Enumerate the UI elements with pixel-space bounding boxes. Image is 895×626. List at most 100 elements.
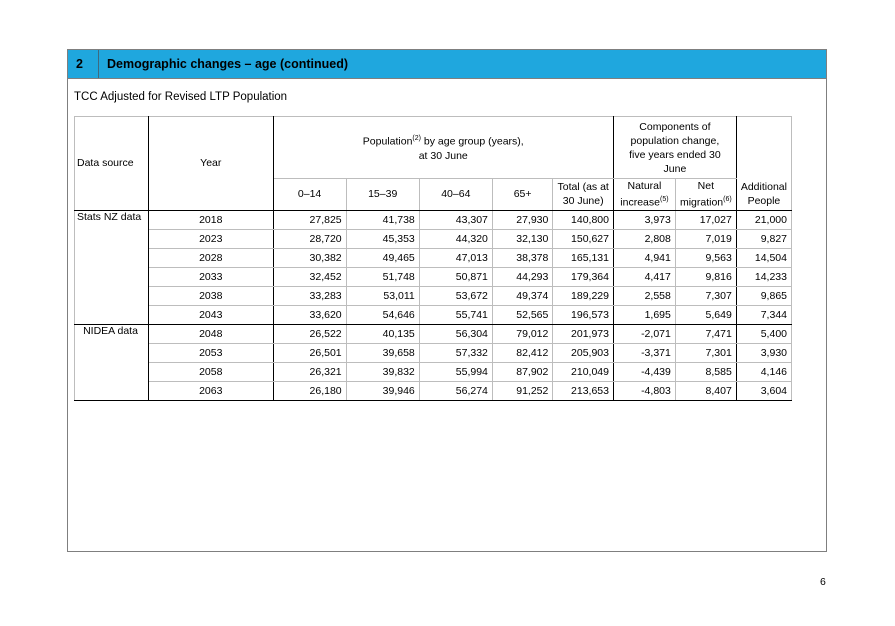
natural-increase-cell: 3,973	[612, 209, 676, 230]
total-cell: 179,364	[552, 266, 614, 287]
year-cell: 2058	[148, 361, 274, 382]
age-40-64-cell: 56,274	[418, 380, 493, 401]
year-cell: 2063	[148, 380, 274, 401]
natural-increase-cell: 2,808	[612, 228, 676, 249]
age-65-plus-cell: 27,930	[491, 209, 554, 230]
population-label-rest: by age group (years),	[420, 135, 524, 148]
total-cell: 150,627	[552, 228, 614, 249]
age-0-14-cell: 33,620	[272, 304, 347, 325]
natural-increase-cell: -4,439	[612, 361, 676, 382]
age-40-64-cell: 50,871	[418, 266, 493, 287]
year-cell: 2023	[148, 228, 274, 249]
total-cell: 213,653	[552, 380, 614, 401]
age-0-14-cell: 30,382	[272, 247, 347, 268]
header-additional-line1: Additional	[740, 181, 787, 193]
header-net-line2: migration	[679, 196, 724, 209]
net-migration-cell: 7,471	[674, 323, 737, 344]
age-40-64-cell: 53,672	[418, 285, 493, 306]
total-cell: 189,229	[552, 285, 614, 306]
total-cell: 140,800	[552, 209, 614, 230]
natural-increase-cell: 1,695	[612, 304, 676, 325]
header-data-source: Data source	[73, 116, 150, 211]
natural-increase-cell: 4,941	[612, 247, 676, 268]
page-number: 6	[820, 576, 826, 588]
table-row: 2053 26,501 39,658 57,332 82,412 205,903 -3,37…	[75, 342, 793, 363]
table-row: 2058 26,321 39,832 55,994 87,902 210,049 -4,43…	[75, 361, 793, 382]
total-cell: 205,903	[552, 342, 614, 363]
age-65-plus-cell: 79,012	[491, 323, 554, 344]
year-cell: 2033	[148, 266, 274, 287]
age-0-14-cell: 33,283	[272, 285, 347, 306]
header-population-group: Population(2) by age group (years), at 3…	[272, 116, 614, 179]
table-row: 2033 32,452 51,748 50,871 44,293 179,364 4,417…	[75, 266, 793, 287]
age-0-14-cell: 26,501	[272, 342, 347, 363]
age-65-plus-cell: 82,412	[491, 342, 554, 363]
year-cell: 2053	[148, 342, 274, 363]
age-65-plus-cell: 38,378	[491, 247, 554, 268]
section-banner: 2 Demographic changes – age (continued)	[68, 50, 826, 79]
age-65-plus-cell: 91,252	[491, 380, 554, 401]
additional-people-cell: 4,146	[735, 361, 793, 382]
year-cell: 2018	[148, 209, 274, 230]
age-40-64-cell: 55,741	[418, 304, 493, 325]
age-15-39-cell: 49,465	[345, 247, 420, 268]
net-migration-cell: 7,301	[674, 342, 737, 363]
age-0-14-cell: 26,321	[272, 361, 347, 382]
header-additional-top	[735, 116, 793, 179]
header-net: Net migration(6)	[674, 178, 737, 211]
natural-increase-cell: -3,371	[612, 342, 676, 363]
age-65-plus-cell: 44,293	[491, 266, 554, 287]
table-row: 2023 28,720 45,353 44,320 32,130 150,627 2,808…	[75, 228, 793, 249]
natural-increase-cell: -4,803	[612, 380, 676, 401]
table-row: Stats NZ data 2018 27,825 41,738 43,307 27,93…	[73, 209, 793, 325]
age-0-14-cell: 27,825	[272, 209, 347, 230]
additional-people-cell: 7,344	[735, 304, 793, 325]
additional-people-cell: 3,930	[735, 342, 793, 363]
components-line3: five years ended 30 June	[629, 148, 721, 175]
age-15-39-cell: 41,738	[345, 209, 420, 230]
header-natural-line1: Natural	[627, 180, 662, 192]
section-number: 2	[68, 50, 99, 78]
table-body: Stats NZ data 2018 27,825 41,738 43,307 27,93…	[73, 209, 793, 401]
net-migration-cell: 8,585	[674, 361, 737, 382]
age-15-39-cell: 45,353	[345, 228, 420, 249]
net-migration-cell: 9,563	[674, 247, 737, 268]
age-15-39-cell: 51,748	[345, 266, 420, 287]
header-age-40-64: 40–64	[418, 178, 493, 211]
net-migration-cell: 17,027	[674, 209, 737, 230]
total-cell: 201,973	[552, 323, 614, 344]
year-cell: 2043	[148, 304, 274, 325]
age-15-39-cell: 39,658	[345, 342, 420, 363]
net-migration-cell: 7,019	[674, 228, 737, 249]
table-row: 2063 26,180 39,946 56,274 91,252 213,653 -4,80…	[75, 380, 793, 401]
net-migration-cell: 8,407	[674, 380, 737, 401]
age-0-14-cell: 26,522	[272, 323, 347, 344]
population-footnote: (2)	[412, 135, 421, 143]
total-cell: 165,131	[552, 247, 614, 268]
header-natural-line2: increase	[620, 196, 660, 209]
age-65-plus-cell: 32,130	[491, 228, 554, 249]
additional-people-cell: 3,604	[735, 380, 793, 401]
additional-people-cell: 5,400	[735, 323, 793, 344]
population-label-line2: at 30 June	[418, 149, 468, 162]
table-row: 2038 33,283 53,011 53,672 49,374 189,229 2,558…	[75, 285, 793, 306]
table-row: 2028 30,382 49,465 47,013 38,378 165,131 4,941…	[75, 247, 793, 268]
section-title: Demographic changes – age (continued)	[107, 57, 349, 71]
additional-people-cell: 14,504	[735, 247, 793, 268]
age-15-39-cell: 53,011	[345, 285, 420, 306]
header-age-0-14: 0–14	[272, 178, 347, 211]
header-total: Total (as at 30 June)	[552, 178, 614, 211]
age-0-14-cell: 26,180	[272, 380, 347, 401]
additional-people-cell: 9,865	[735, 285, 793, 306]
header-net-footnote: (6)	[723, 196, 732, 203]
natural-increase-cell: -2,071	[612, 323, 676, 344]
header-natural: Natural increase(5)	[612, 178, 676, 211]
additional-people-cell: 14,233	[735, 266, 793, 287]
data-source-cell: NIDEA data	[73, 323, 150, 401]
age-15-39-cell: 40,135	[345, 323, 420, 344]
total-cell: 196,573	[552, 304, 614, 325]
age-0-14-cell: 32,452	[272, 266, 347, 287]
age-40-64-cell: 57,332	[418, 342, 493, 363]
age-40-64-cell: 56,304	[418, 323, 493, 344]
age-40-64-cell: 47,013	[418, 247, 493, 268]
